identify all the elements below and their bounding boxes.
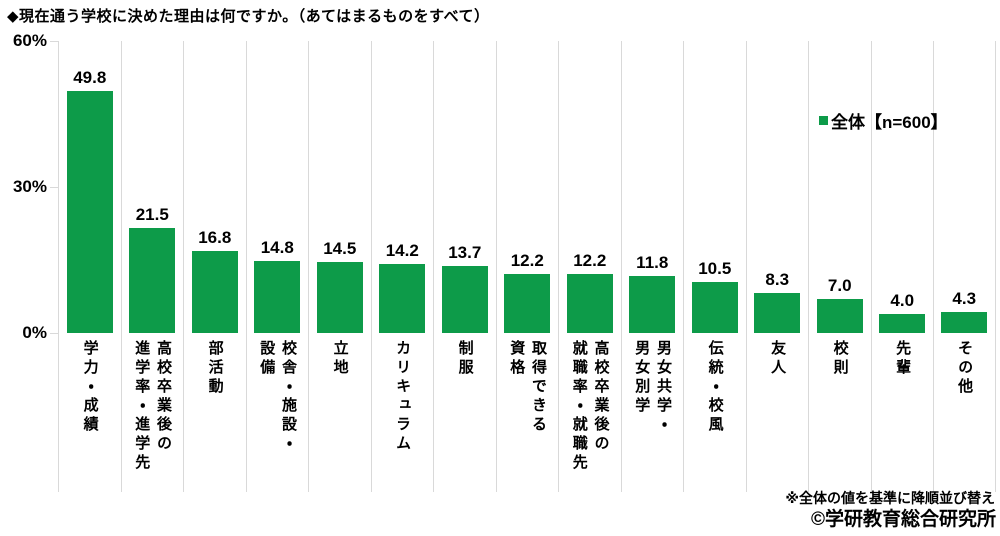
bar <box>879 313 926 333</box>
bar-value-label: 7.0 <box>827 275 852 295</box>
bar <box>254 260 301 333</box>
bar-value-label: 14.5 <box>323 239 357 259</box>
bar-column: 21.5 <box>120 41 184 333</box>
category-cell: 友人 <box>745 333 809 492</box>
sort-footnote: ※全体の値を基準に降順並び替え <box>785 490 995 506</box>
category-cell: 学力・成績 <box>58 333 121 492</box>
y-axis-tick-label: 30% <box>12 177 47 196</box>
bar <box>504 273 551 333</box>
bar-column: 8.3 <box>745 41 809 333</box>
bar-column: 12.2 <box>495 41 559 333</box>
bar-column: 14.2 <box>370 41 434 333</box>
bar-column: 10.5 <box>683 41 746 333</box>
y-axis-tick-mark <box>50 333 58 334</box>
category-label: 高校卒業後の 就職率・就職先 <box>570 340 610 473</box>
category-cell: 立地 <box>308 333 371 492</box>
chart-title: ◆現在通う学校に決めた理由は何ですか。（あてはまるものをすべて） <box>7 8 490 25</box>
bar-value-label: 13.7 <box>448 243 482 263</box>
category-label: 伝統・校風 <box>706 340 724 435</box>
y-axis-tick-label: 60% <box>12 31 47 50</box>
category-axis: 学力・成績 高校卒業後の 進学率・進学先 部活動 校舎・施設・ 設備 立地 カリキュラム 制… <box>58 333 996 492</box>
legend-color-swatch-icon <box>819 116 828 125</box>
bar <box>566 273 613 333</box>
bar-value-label: 4.0 <box>890 290 915 310</box>
bar-column: 14.5 <box>308 41 371 333</box>
category-label: その他 <box>956 340 974 397</box>
plot-area: 49.8 21.5 16.8 14.8 14.5 14.2 13.7 12.2 12.2 11.8… <box>58 41 996 333</box>
bar-value-label: 4.3 <box>952 289 977 309</box>
category-label: カリキュラム <box>394 340 412 454</box>
bar <box>816 298 863 333</box>
bar-value-label: 8.3 <box>765 269 790 289</box>
bar-column: 12.2 <box>558 41 621 333</box>
category-label: 先輩 <box>894 340 912 378</box>
bar-column: 4.0 <box>870 41 934 333</box>
bar-column: 11.8 <box>620 41 684 333</box>
category-cell: 校舎・施設・ 設備 <box>245 333 309 492</box>
category-label: 立地 <box>331 340 349 378</box>
bar-column: 4.3 <box>933 41 996 333</box>
bar-value-label: 11.8 <box>636 252 669 272</box>
bar <box>691 281 738 333</box>
category-cell: 制服 <box>433 333 496 492</box>
bar <box>754 292 801 333</box>
category-cell: 高校卒業後の 就職率・就職先 <box>558 333 621 492</box>
category-cell: 男女共学・ 男女別学 <box>620 333 684 492</box>
bar-value-label: 16.8 <box>198 228 232 248</box>
category-cell: 伝統・校風 <box>683 333 746 492</box>
category-label: 校舎・施設・ 設備 <box>258 340 297 454</box>
category-label: 制服 <box>456 340 474 378</box>
category-label: 取得できる 資格 <box>508 340 547 435</box>
bar <box>66 90 113 333</box>
bar <box>441 266 488 333</box>
category-cell: 取得できる 資格 <box>495 333 559 492</box>
category-cell: カリキュラム <box>370 333 434 492</box>
legend: 全体【n=600】 <box>819 108 948 133</box>
bar-column: 13.7 <box>433 41 496 333</box>
category-cell: その他 <box>933 333 996 492</box>
category-cell: 部活動 <box>183 333 246 492</box>
bar <box>379 263 426 333</box>
category-cell: 先輩 <box>870 333 934 492</box>
bar-column: 7.0 <box>808 41 871 333</box>
bar <box>941 312 988 333</box>
bar <box>129 228 176 333</box>
category-label: 男女共学・ 男女別学 <box>633 340 672 435</box>
bar-column: 49.8 <box>58 41 121 333</box>
bar-column: 16.8 <box>183 41 246 333</box>
bar-column: 14.8 <box>245 41 309 333</box>
category-label: 部活動 <box>206 340 224 397</box>
bar <box>629 275 676 333</box>
category-label: 校則 <box>831 340 849 378</box>
category-cell: 高校卒業後の 進学率・進学先 <box>120 333 184 492</box>
category-label: 学力・成績 <box>81 340 99 435</box>
bar <box>191 251 238 333</box>
category-label: 高校卒業後の 進学率・進学先 <box>133 340 172 473</box>
y-axis-tick-mark <box>50 41 58 42</box>
bar-value-label: 12.2 <box>510 250 544 270</box>
y-axis-tick-label: 0% <box>22 323 47 342</box>
y-axis-tick-mark <box>50 187 58 188</box>
copyright-note: ©学研教育総合研究所 <box>810 509 996 530</box>
category-label: 友人 <box>769 340 787 378</box>
bar-value-label: 21.5 <box>135 205 169 225</box>
category-cell: 校則 <box>808 333 871 492</box>
bar-value-label: 12.2 <box>573 250 607 270</box>
legend-label: 全体【n=600】 <box>831 113 948 132</box>
bar <box>316 262 363 333</box>
bar-value-label: 10.5 <box>698 258 732 278</box>
bar-value-label: 14.8 <box>260 237 294 257</box>
bar-value-label: 49.8 <box>73 67 107 87</box>
bar-value-label: 14.2 <box>385 240 419 260</box>
